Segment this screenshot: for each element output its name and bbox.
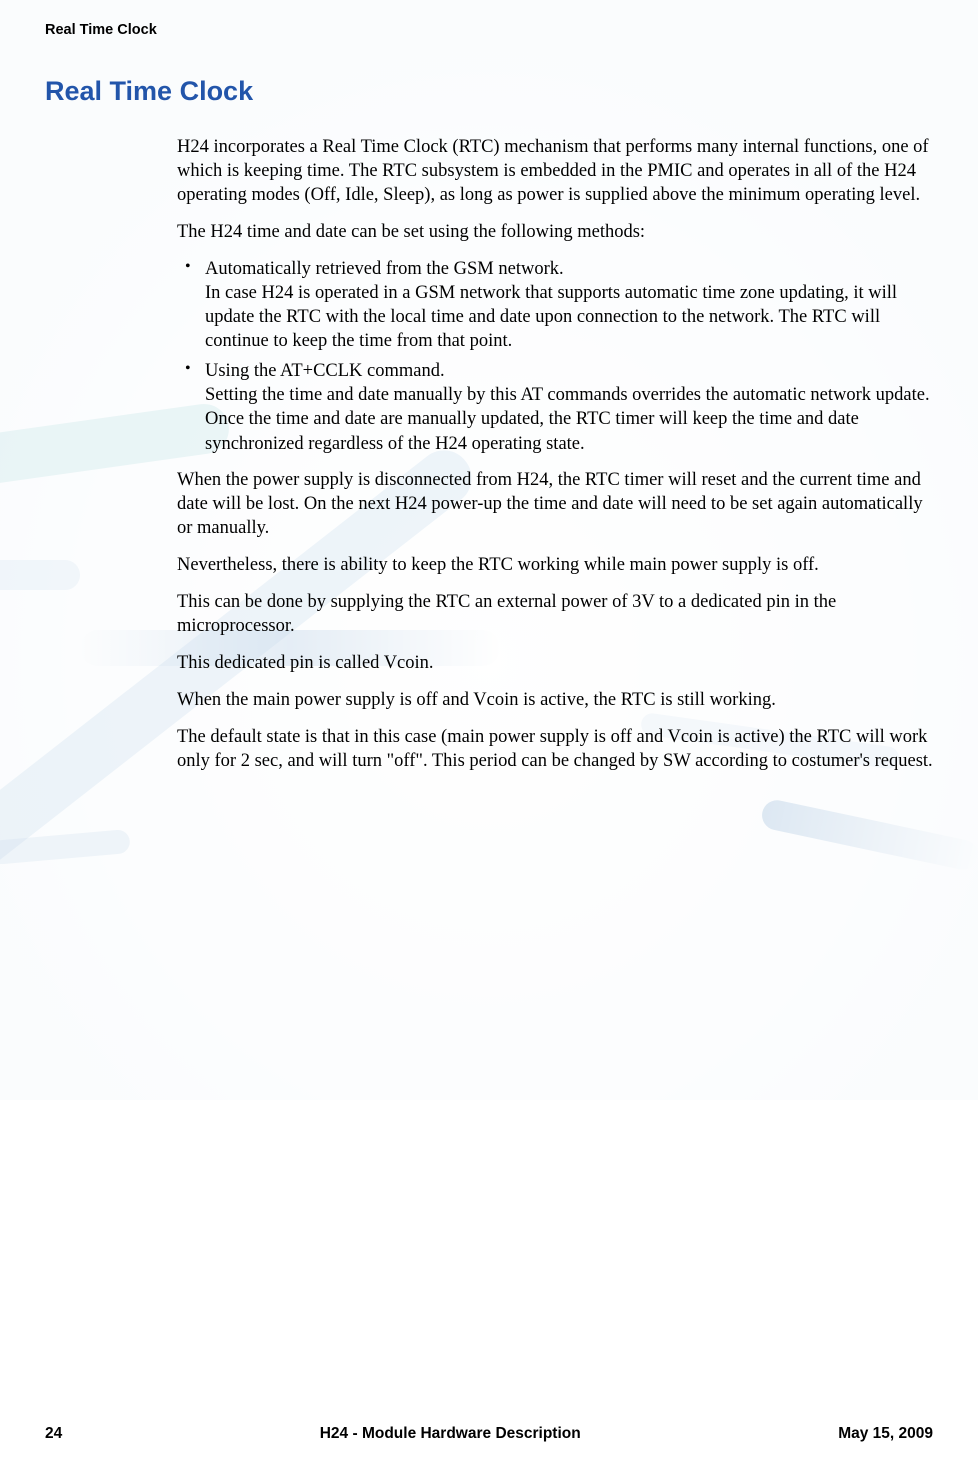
paragraph: Nevertheless, there is ability to keep t… [177, 553, 933, 577]
bullet-text: Setting the time and date manually by th… [205, 385, 930, 405]
section-title: Real Time Clock [45, 76, 933, 107]
body-text: H24 incorporates a Real Time Clock (RTC)… [177, 135, 933, 773]
bullet-text: Using the AT+CCLK command. [205, 361, 445, 381]
paragraph: This dedicated pin is called Vcoin. [177, 651, 933, 675]
page-content: Real Time Clock Real Time Clock H24 inco… [0, 0, 978, 773]
paragraph: H24 incorporates a Real Time Clock (RTC)… [177, 135, 933, 207]
paragraph: When the main power supply is off and Vc… [177, 688, 933, 712]
bullet-list: Automatically retrieved from the GSM net… [177, 257, 933, 455]
paragraph: This can be done by supplying the RTC an… [177, 590, 933, 638]
footer-doc-title: H24 - Module Hardware Description [62, 1425, 838, 1443]
page-header-title: Real Time Clock [45, 22, 933, 38]
paragraph: The H24 time and date can be set using t… [177, 220, 933, 244]
page-footer: 24 H24 - Module Hardware Description May… [0, 1425, 978, 1443]
paragraph: The default state is that in this case (… [177, 725, 933, 773]
paragraph: When the power supply is disconnected fr… [177, 468, 933, 540]
list-item: Using the AT+CCLK command. Setting the t… [177, 359, 933, 455]
footer-date: May 15, 2009 [838, 1425, 933, 1443]
bullet-text: Automatically retrieved from the GSM net… [205, 259, 564, 279]
footer-page-number: 24 [45, 1425, 62, 1443]
bullet-text: In case H24 is operated in a GSM network… [205, 283, 897, 351]
list-item: Automatically retrieved from the GSM net… [177, 257, 933, 353]
bullet-text: Once the time and date are manually upda… [205, 409, 859, 453]
